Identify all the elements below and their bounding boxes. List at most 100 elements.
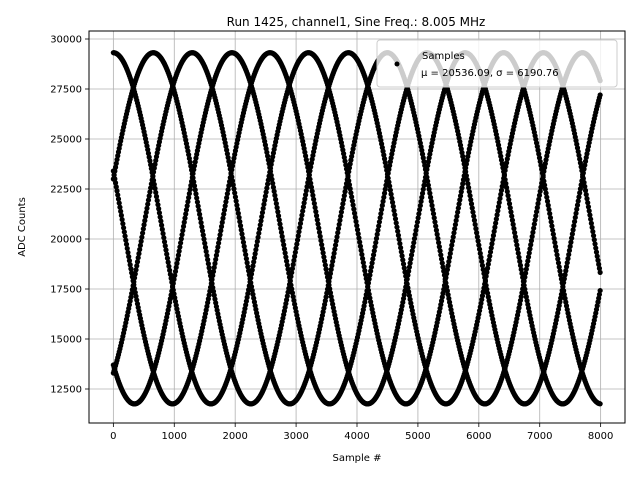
data-point <box>303 188 309 194</box>
data-point <box>578 182 584 188</box>
data-point <box>278 225 284 231</box>
data-point <box>403 273 409 279</box>
x-tick-label: 4000 <box>344 431 369 442</box>
data-point <box>534 205 540 211</box>
data-point <box>465 181 471 187</box>
data-point <box>130 283 136 289</box>
data-point <box>524 262 530 268</box>
data-point <box>191 167 197 173</box>
data-point <box>347 186 353 192</box>
data-point <box>569 231 575 237</box>
data-point <box>346 169 352 175</box>
data-point <box>503 163 509 170</box>
data-point <box>460 177 467 183</box>
data-point <box>193 191 199 197</box>
data-point <box>255 234 261 240</box>
data-point <box>316 225 322 231</box>
data-point <box>215 244 221 250</box>
data-point <box>517 262 524 269</box>
data-point <box>463 169 469 175</box>
data-point <box>417 207 423 213</box>
data-point <box>597 269 603 276</box>
data-point <box>160 230 166 237</box>
data-point <box>576 194 582 200</box>
data-point <box>489 241 495 247</box>
data-point <box>154 197 160 204</box>
data-point <box>205 257 211 263</box>
data-point <box>351 206 357 212</box>
data-point <box>456 201 462 207</box>
data-point <box>335 225 342 232</box>
data-point <box>331 250 337 256</box>
data-point <box>300 208 306 214</box>
data-point <box>383 182 389 188</box>
data-point <box>430 211 437 217</box>
data-point <box>585 200 591 206</box>
data-point <box>259 209 266 216</box>
data-point <box>273 200 279 207</box>
data-point <box>432 219 438 225</box>
data-point <box>479 258 485 265</box>
x-axis-label: Sample # <box>332 453 381 464</box>
data-point <box>227 166 233 172</box>
data-point <box>451 230 457 236</box>
data-point <box>510 221 516 227</box>
data-point <box>301 200 307 206</box>
data-point <box>417 202 423 209</box>
data-point <box>221 207 228 213</box>
data-point <box>185 199 191 205</box>
data-point <box>529 233 535 240</box>
data-point <box>553 248 559 254</box>
data-point <box>179 232 185 238</box>
data-point <box>545 202 551 208</box>
data-point <box>394 224 400 230</box>
data-point <box>226 183 232 189</box>
data-point <box>338 209 345 215</box>
data-point <box>304 160 310 167</box>
data-point <box>446 254 453 261</box>
data-point <box>208 277 214 283</box>
data-point <box>284 262 290 268</box>
data-point <box>446 258 452 265</box>
data-point <box>482 278 488 285</box>
data-point <box>463 173 469 179</box>
data-point <box>567 243 573 249</box>
data-point <box>537 188 543 194</box>
data-point <box>406 264 412 270</box>
data-point <box>327 274 333 281</box>
data-point <box>539 176 546 182</box>
data-point <box>175 252 182 258</box>
data-point <box>140 230 146 236</box>
data-point <box>286 270 292 276</box>
data-point <box>558 272 564 278</box>
data-point <box>129 286 135 293</box>
data-point <box>216 240 222 246</box>
data-point <box>252 251 258 257</box>
data-point <box>187 159 193 165</box>
data-point <box>431 215 437 221</box>
data-point <box>256 226 263 232</box>
data-point <box>324 286 331 292</box>
data-point <box>527 246 533 252</box>
data-point <box>177 244 183 250</box>
data-point <box>464 177 470 183</box>
data-point <box>218 223 225 230</box>
data-point <box>118 208 124 214</box>
data-point <box>304 184 310 190</box>
data-point <box>199 228 206 234</box>
data-point <box>204 252 210 259</box>
data-point <box>483 282 489 289</box>
data-point <box>373 235 380 242</box>
data-point <box>387 187 393 193</box>
data-point <box>513 238 519 244</box>
data-point <box>327 270 334 277</box>
data-point <box>590 228 596 235</box>
data-point <box>368 268 374 274</box>
data-point <box>547 215 554 221</box>
data-point <box>358 247 364 253</box>
data-point <box>414 219 421 225</box>
data-point <box>328 266 334 273</box>
data-point <box>335 230 341 236</box>
data-point <box>376 223 382 229</box>
data-point <box>487 249 494 255</box>
